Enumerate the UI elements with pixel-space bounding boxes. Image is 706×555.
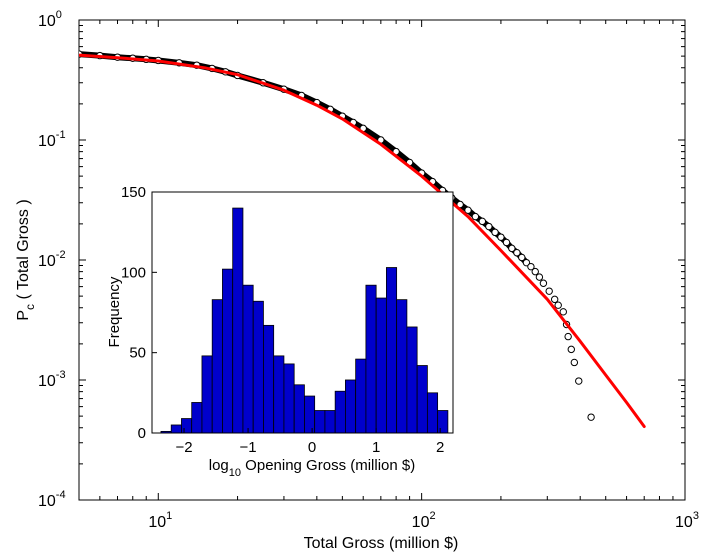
histogram-bar	[345, 379, 357, 434]
inset-y-tick-label: 50	[129, 345, 146, 362]
histogram-bar	[426, 392, 439, 434]
histogram-bar	[181, 418, 193, 434]
inset-frame	[151, 191, 454, 434]
histogram-bar	[293, 384, 305, 434]
histogram-bar	[263, 324, 275, 434]
inset-x-tick-label: 1	[372, 439, 380, 456]
empirical-point	[518, 253, 526, 262]
empirical-point	[575, 377, 583, 385]
empirical-point	[478, 217, 487, 226]
histogram-bar	[201, 355, 213, 434]
histogram-bar	[365, 284, 377, 434]
y-tick-label: 10-2	[38, 249, 66, 270]
empirical-point	[531, 267, 539, 276]
histogram-bar	[375, 297, 387, 434]
histogram-bar	[211, 299, 223, 434]
histogram-bar	[232, 207, 244, 434]
y-tick-label: 10-3	[38, 369, 66, 390]
empirical-point	[567, 345, 575, 354]
inset-y-tick-label: 150	[121, 184, 146, 201]
empirical-point	[508, 244, 516, 253]
histogram-bar	[170, 424, 182, 434]
empirical-point	[535, 273, 544, 281]
histogram-bar	[324, 410, 336, 434]
empirical-point	[502, 238, 511, 247]
histogram-bar	[406, 326, 418, 434]
empirical-point	[554, 301, 562, 309]
histogram-bar	[396, 299, 408, 434]
inset-y-tick-label: 100	[121, 264, 146, 281]
histogram-bar	[242, 284, 254, 434]
empirical-point	[527, 262, 535, 271]
histogram-bar	[252, 300, 264, 434]
histogram-bar	[191, 402, 203, 434]
empirical-point	[471, 212, 480, 221]
histogram-bar	[304, 395, 316, 434]
inset-x-tick-label: −1	[240, 439, 257, 456]
y-tick-label: 10-4	[38, 489, 66, 510]
empirical-point	[464, 206, 472, 214]
inset-x-tick-label: 0	[308, 439, 316, 456]
histogram-bar	[334, 390, 346, 434]
main-y-axis-label: Pc ( Total Gross )	[15, 199, 37, 320]
main-x-axis-label: Total Gross (million $)	[304, 535, 459, 552]
histogram-bar	[416, 365, 428, 434]
empirical-point	[456, 200, 464, 209]
histogram-bar	[437, 410, 449, 434]
main-series	[79, 50, 646, 428]
empirical-point	[550, 295, 559, 304]
histogram-bar	[355, 358, 367, 434]
empirical-point	[491, 228, 499, 237]
histogram-bar	[283, 363, 295, 434]
empirical-point	[564, 332, 572, 341]
inset-x-tick-label: −2	[175, 439, 192, 456]
fit-line	[79, 53, 646, 428]
empirical-point	[559, 308, 567, 316]
empirical-point	[485, 222, 493, 231]
inset-histogram-bars	[160, 207, 449, 434]
inset-axis-ticks: −2 −1 0 1 2 0 50 100 150	[121, 184, 444, 456]
empirical-point	[570, 358, 579, 367]
empirical-point	[522, 258, 531, 267]
histogram-bar	[385, 267, 398, 434]
inset-y-tick-label: 0	[138, 425, 146, 442]
empirical-point	[587, 413, 595, 421]
inset-y-axis-label: Frequency	[106, 276, 123, 347]
histogram-bar	[314, 410, 326, 434]
empirical-point	[497, 233, 505, 241]
empirical-point	[545, 287, 553, 295]
x-tick-label: 103	[675, 510, 699, 531]
y-tick-label: 100	[38, 9, 62, 30]
x-tick-label: 102	[412, 510, 436, 531]
histogram-bar	[273, 355, 285, 434]
empirical-point	[539, 279, 548, 287]
empirical-point	[513, 249, 521, 257]
y-tick-label: 10-1	[38, 129, 66, 150]
histogram-bar	[222, 268, 234, 434]
x-tick-label: 101	[148, 510, 172, 531]
inset-x-tick-label: 2	[436, 439, 444, 456]
inset-x-axis-label: log10 Opening Gross (million $)	[209, 457, 416, 479]
